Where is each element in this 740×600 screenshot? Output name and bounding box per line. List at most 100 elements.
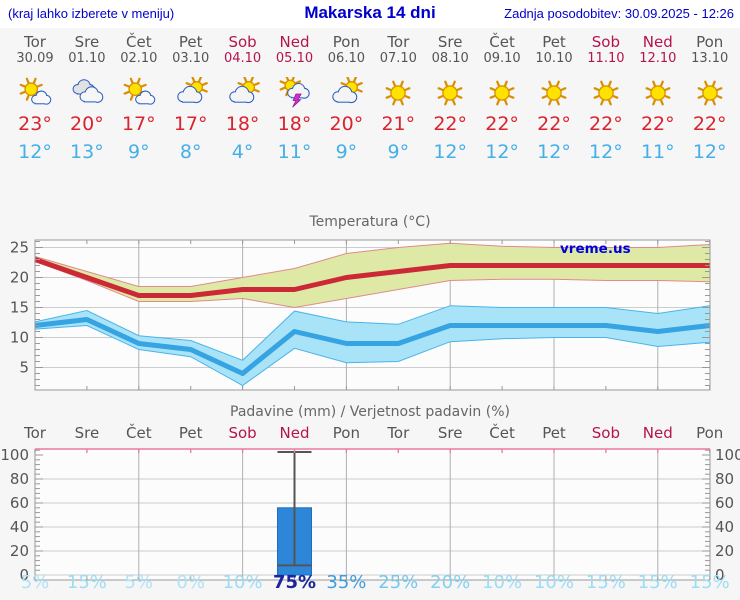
menu-hint: (kraj lahko izberete v meniju) xyxy=(8,6,175,21)
weather-icon-cell xyxy=(474,77,530,109)
last-updated: Zadnja posodobitev: 30.09.2025 - 12:26 xyxy=(504,6,734,21)
forecast-day-column: Sre 08.10 22° 12° xyxy=(422,28,478,163)
day-date-label: 02.10 xyxy=(120,51,158,66)
high-temp-label: 23° xyxy=(18,113,52,135)
temp-y-tick-label: 25 xyxy=(10,239,29,257)
low-temp-label: 12° xyxy=(537,141,571,163)
day-date-label: 30.09 xyxy=(16,51,54,66)
day-name-label: Sre xyxy=(74,33,100,51)
day-date-label: 12.10 xyxy=(639,51,677,66)
high-temp-label: 22° xyxy=(640,113,675,135)
sunny-icon xyxy=(645,80,671,106)
precip-day-label: Tor xyxy=(387,424,410,442)
low-temp-label: 4° xyxy=(231,141,254,163)
weather-icon-cell xyxy=(163,76,219,109)
day-date-label: 03.10 xyxy=(172,51,210,66)
precip-y-tick-label-right: 80 xyxy=(715,470,734,488)
low-temp-label: 11° xyxy=(640,141,675,163)
low-temp-label: 12° xyxy=(692,141,727,163)
temperature-chart-wrap: 5 10 15 20 25 vreme.us xyxy=(0,233,740,395)
sunny-icon xyxy=(385,80,411,106)
precip-y-tick-label-left: 0 xyxy=(19,566,29,584)
low-temp-label: 9° xyxy=(128,141,150,163)
weather-icon-cell xyxy=(422,77,478,109)
page-title: Makarska 14 dni xyxy=(304,3,436,22)
precipitation-chart-wrap: 0 0 20 20 40 40 60 60 80 80 100 100 xyxy=(0,444,740,584)
cloud-sun-icon xyxy=(228,76,260,104)
precip-probability-label: 5% xyxy=(20,572,50,593)
day-name-label: Tor xyxy=(24,33,46,51)
forecast-day-column: Ned 12.10 22° 11° xyxy=(630,28,686,163)
high-temp-label: 20° xyxy=(70,113,104,135)
precip-day-label: Pon xyxy=(696,424,724,442)
weather-icon-cell xyxy=(59,77,115,109)
high-temp-label: 22° xyxy=(589,113,623,135)
forecast-day-column: Pon 13.10 22° 12° xyxy=(682,28,738,163)
precip-y-tick-label-left: 20 xyxy=(10,542,29,560)
cloud-sun-icon xyxy=(332,76,364,104)
day-name-label: Čet xyxy=(126,33,152,51)
high-temp-label: 21° xyxy=(381,113,416,135)
day-name-label: Pon xyxy=(696,33,724,51)
precip-probability-label: 25% xyxy=(378,572,419,593)
precip-probability-label: 75% xyxy=(272,572,317,593)
forecast-day-column: Čet 02.10 17° 9° xyxy=(111,28,167,163)
day-date-label: 05.10 xyxy=(275,51,314,66)
low-temp-label: 12° xyxy=(18,141,52,163)
forecast-day-column: Tor 30.09 23° 12° xyxy=(7,28,63,163)
high-temp-label: 18° xyxy=(277,113,312,135)
precip-day-label: Čet xyxy=(489,424,515,442)
high-temp-label: 22° xyxy=(485,113,519,135)
forecast-day-column: Ned 05.10 18° 11° xyxy=(267,28,323,163)
forecast-strip: Tor 30.09 23° 12° Sre 01.10 20° 13° Čet 02.10 17° 9… xyxy=(0,28,740,198)
day-date-label: 10.10 xyxy=(535,51,573,66)
day-name-label: Tor xyxy=(387,33,410,51)
min-temp-line xyxy=(34,317,710,376)
day-name-label: Pon xyxy=(332,33,360,51)
day-name-label: Sre xyxy=(437,33,463,51)
forecast-day-column: Čet 09.10 22° 12° xyxy=(474,28,530,163)
forecast-day-column: Sre 01.10 20° 13° xyxy=(59,28,115,163)
weather-icon-cell xyxy=(578,77,634,109)
weather-icon-cell xyxy=(215,76,271,109)
forecast-day-column: Tor 07.10 21° 9° xyxy=(370,28,426,163)
precip-probability-row: 5% 15% 5% 0% 10% 75% 35% 25% 20% 10% 10% 15% 15% 15% xyxy=(0,572,740,600)
low-temp-label: 8° xyxy=(179,141,202,163)
day-date-label: 08.10 xyxy=(431,51,469,66)
day-name-label: Sob xyxy=(228,33,257,51)
weather-icon-cell xyxy=(526,77,582,109)
cloud-sun-icon xyxy=(176,76,208,104)
sunny-icon xyxy=(541,80,567,106)
day-date-label: 04.10 xyxy=(223,51,262,66)
low-temp-label: 12° xyxy=(433,141,468,163)
weather-icon-cell xyxy=(7,77,63,109)
precip-probability-label: 10% xyxy=(482,572,523,593)
high-temp-label: 22° xyxy=(692,113,727,135)
max-temp-line xyxy=(34,257,710,298)
low-temp-label: 13° xyxy=(70,141,104,163)
precip-day-label: Ned xyxy=(642,424,673,442)
day-name-label: Ned xyxy=(279,33,310,51)
temperature-chart-title: Temperatura (°C) xyxy=(309,214,431,230)
precip-probability-label: 0% xyxy=(176,572,205,593)
forecast-day-column: Sob 11.10 22° 12° xyxy=(578,28,634,163)
precip-day-label: Sre xyxy=(74,424,100,442)
weather-icon-cell xyxy=(111,77,167,109)
temp-y-tick-label: 10 xyxy=(10,329,29,347)
precip-day-label: Sob xyxy=(591,424,620,442)
precip-day-label: Tor xyxy=(24,424,46,442)
precip-y-tick-label-right: 40 xyxy=(715,518,734,536)
forecast-day-column: Pet 10.10 22° 12° xyxy=(526,28,582,163)
weather-icon-cell xyxy=(318,76,374,109)
high-temp-label: 17° xyxy=(173,113,208,135)
temp-y-tick-label: 15 xyxy=(10,299,29,317)
sunny-icon xyxy=(437,80,463,106)
precip-day-label: Sob xyxy=(228,424,257,442)
day-name-label: Pet xyxy=(178,33,203,51)
forecast-day-column: Pet 03.10 17° 8° xyxy=(163,28,219,163)
temperature-chart: 5 10 15 20 25 vreme.us xyxy=(10,239,711,391)
high-temp-label: 22° xyxy=(433,113,468,135)
low-temp-label: 9° xyxy=(387,141,410,163)
precip-day-labels-row: Tor Sre Čet Pet Sob Ned Pon Tor Sre Čet Pet Sob Ned P… xyxy=(0,424,740,442)
